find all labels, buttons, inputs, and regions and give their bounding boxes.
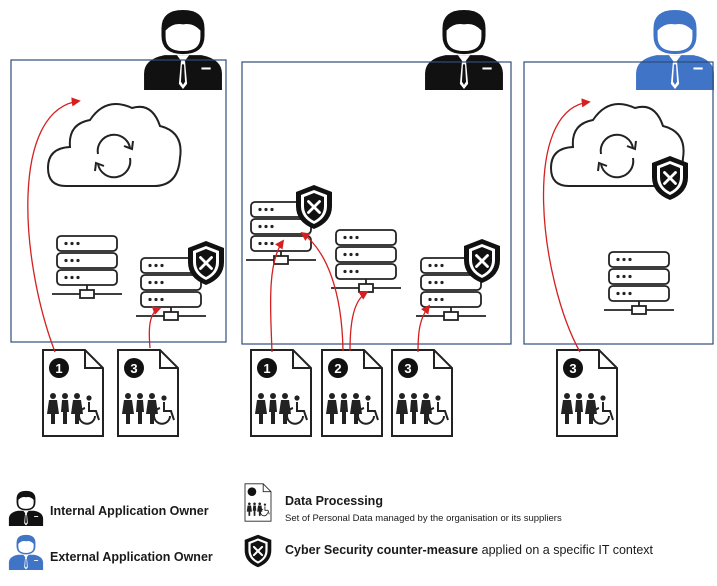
cyber-security-title: Cyber Security counter-measure xyxy=(285,543,479,557)
it-context-box-3 xyxy=(523,61,714,345)
server-icon xyxy=(330,229,402,293)
cyber-security-legend: Cyber Security counter-measure applied o… xyxy=(285,543,665,558)
doc-number: 1 xyxy=(263,361,270,376)
server-icon xyxy=(51,235,123,299)
cyber-security-desc: applied on a specific IT context xyxy=(478,543,654,557)
internal-owner-icon xyxy=(425,10,503,90)
internal-owner-label: Internal Application Owner xyxy=(50,504,209,518)
doc-number: 2 xyxy=(334,361,341,376)
internal-owner-icon xyxy=(144,10,222,90)
data-flow-arrow xyxy=(27,97,81,353)
server-icon xyxy=(603,251,675,315)
shield-icon xyxy=(243,534,273,568)
it-context-box-1 xyxy=(10,59,227,343)
doc-number: 3 xyxy=(404,361,411,376)
data-flow-arrow xyxy=(542,98,591,353)
data-flow-arrow xyxy=(269,239,285,353)
external-owner-icon xyxy=(8,534,44,570)
doc-number: 3 xyxy=(569,361,576,376)
doc-number: 1 xyxy=(55,361,62,376)
external-owner-label: External Application Owner xyxy=(50,550,213,564)
data-flow-arrow xyxy=(417,304,431,353)
data-processing-doc-3 xyxy=(556,349,618,437)
data-flow-arrow xyxy=(300,231,344,352)
data-flow-arrow xyxy=(148,306,162,349)
data-processing-desc: Set of Personal Data managed by the orga… xyxy=(285,513,562,524)
data-processing-doc-1 xyxy=(250,349,312,437)
doc-number: 3 xyxy=(130,361,137,376)
data-processing-doc-3 xyxy=(117,349,179,437)
shield-icon xyxy=(650,155,690,201)
data-processing-doc-2 xyxy=(321,349,383,437)
data-flow-arrow xyxy=(349,291,369,352)
data-processing-doc-1 xyxy=(42,349,104,437)
data-processing-title: Data Processing xyxy=(285,494,383,508)
it-context-box-2 xyxy=(241,61,512,345)
data-processing-doc-icon xyxy=(244,483,272,522)
internal-owner-icon xyxy=(8,490,44,526)
external-owner-icon xyxy=(636,10,714,90)
cloud-icon xyxy=(47,103,182,187)
data-processing-doc-3 xyxy=(391,349,453,437)
